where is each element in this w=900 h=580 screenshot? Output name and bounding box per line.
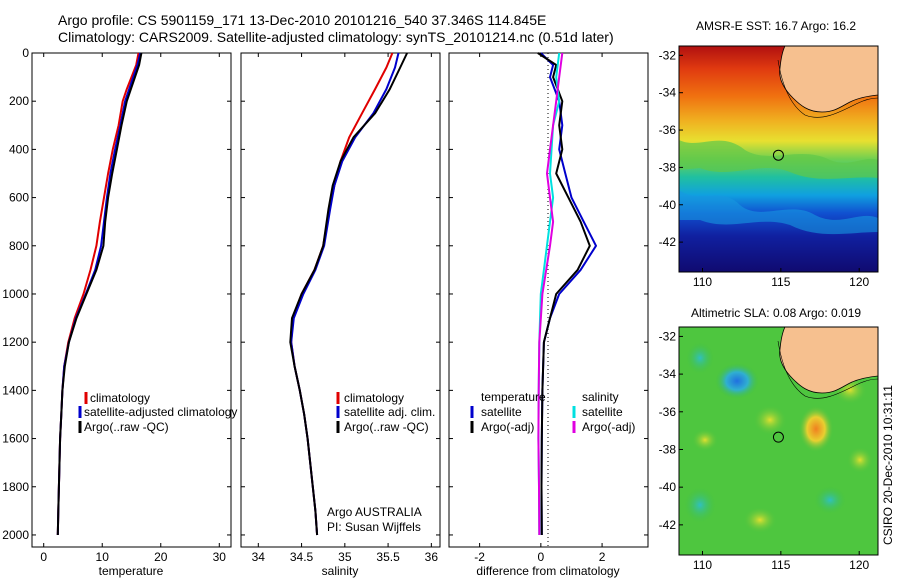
credit-label: CSIRO 20-Dec-2010 10:31:11: [881, 385, 895, 545]
y-tick-label: 2000: [2, 528, 29, 542]
temperature-axes: 0 10 20 30 0 200 400 600 800 1000 1200 1400 1600 1800…: [2, 46, 231, 564]
legend-title-temperature: temperature: [481, 390, 546, 404]
salinity-xlabel: salinity: [322, 564, 359, 578]
legend-title-salinity: salinity: [582, 390, 619, 404]
legend-label-climatology: climatology: [344, 391, 404, 405]
temperature-series: [56, 52, 143, 536]
legend-label-temp-argo: Argo(-adj): [481, 420, 534, 434]
y-tick-label: -36: [659, 123, 677, 137]
legend-label-argo: Argo(..raw -QC): [84, 420, 169, 434]
x-tick-label: 115: [771, 558, 790, 572]
salinity-legend: climatology satellite adj. clim. Argo(..…: [336, 391, 435, 434]
series-line-temperature-argo-adj-: [537, 52, 591, 536]
legend-label-argo: Argo(..raw -QC): [344, 420, 429, 434]
difference-axes: -2 0 2: [449, 52, 648, 564]
temperature-panel: [31, 52, 232, 548]
difference-xlabel: difference from climatology: [476, 564, 619, 578]
y-tick-label: -40: [659, 480, 677, 494]
pi-label: PI: Susan Wijffels: [327, 520, 421, 534]
x-tick-label: 115: [771, 275, 790, 289]
y-tick-label: 600: [9, 191, 29, 205]
sla-land-mass: [779, 327, 878, 394]
header-line-2: Climatology: CARS2009. Satellite-adjuste…: [58, 29, 614, 45]
x-tick-label: 10: [96, 550, 110, 564]
y-tick-label: 1400: [2, 383, 29, 397]
header-line-1: Argo profile: CS 5901159_171 13-Dec-2010…: [58, 12, 546, 28]
legend-label-temp-satellite: satellite: [481, 405, 522, 419]
x-tick-label: 34.5: [290, 550, 314, 564]
legend-label-satellite: satellite adj. clim.: [344, 405, 435, 419]
y-tick-label: 1200: [2, 335, 29, 349]
y-tick-label: -36: [659, 405, 677, 419]
y-tick-label: -32: [659, 48, 677, 62]
salinity-axes: 34 34.5 35 35.5 36: [241, 52, 440, 564]
sla-map-axes: 110 115 120 -32 -34 -36 -38 -40 -42: [659, 329, 870, 572]
x-tick-label: 120: [849, 558, 869, 572]
y-tick-label: 200: [9, 94, 29, 108]
difference-legend: temperature satellite Argo(-adj) salinit…: [470, 390, 635, 434]
x-tick-label: 35.5: [376, 550, 400, 564]
legend-label-climatology: climatology: [90, 391, 150, 405]
temperature-legend: climatology satellite-adjusted climatolo…: [78, 391, 237, 434]
legend-label-sal-satellite: satellite: [582, 405, 623, 419]
y-tick-label: -34: [659, 367, 677, 381]
salinity-panel: [240, 52, 441, 548]
y-tick-label: 1600: [2, 432, 29, 446]
sla-map-frame: [678, 326, 879, 556]
argo-australia-label: Argo AUSTRALIA: [327, 505, 422, 519]
argo-float-marker: [772, 149, 784, 161]
legend-label-sal-argo: Argo(-adj): [582, 420, 635, 434]
y-tick-label: 0: [22, 46, 29, 60]
y-tick-label: -38: [659, 442, 677, 456]
sst-map-title: AMSR-E SST: 16.7 Argo: 16.2: [696, 19, 856, 33]
legend-label-satellite: satellite-adjusted climatology: [84, 405, 237, 419]
temperature-xlabel: temperature: [99, 564, 164, 578]
sla-map-title: Altimetric SLA: 0.08 Argo: 0.019: [691, 306, 861, 320]
y-tick-label: -40: [659, 198, 677, 212]
y-tick-label: -34: [659, 86, 677, 100]
y-tick-label: 1000: [2, 287, 29, 301]
x-tick-label: 2: [599, 550, 606, 564]
x-tick-label: 120: [849, 275, 869, 289]
sst-land-mass: [779, 46, 878, 113]
argo-float-marker: [772, 431, 784, 443]
y-tick-label: 400: [9, 142, 29, 156]
sst-map-frame: [678, 45, 879, 273]
series-line-salinity-argo-adj-: [537, 52, 564, 536]
x-tick-label: 110: [693, 275, 712, 289]
salinity-series: [289, 52, 409, 536]
x-tick-label: 36: [425, 550, 439, 564]
difference-panel: [448, 52, 649, 548]
x-tick-label: -2: [474, 550, 485, 564]
y-tick-label: -38: [659, 160, 677, 174]
y-tick-label: 1800: [2, 480, 29, 494]
x-tick-label: 35: [338, 550, 352, 564]
x-tick-label: 110: [693, 558, 712, 572]
y-tick-label: -32: [659, 329, 677, 343]
sst-map-field: [679, 46, 878, 272]
sla-map-field: [679, 327, 878, 555]
y-tick-label: -42: [659, 518, 677, 532]
y-tick-label: 800: [9, 239, 29, 253]
sst-map-axes: 110 115 120 -32 -34 -36 -38 -40 -42: [659, 48, 870, 289]
x-tick-label: 34: [252, 550, 266, 564]
x-tick-label: 20: [154, 550, 168, 564]
x-tick-label: 30: [213, 550, 227, 564]
series-line-argo-raw-qc-: [56, 52, 143, 536]
series-line-argo-raw-qc-: [289, 52, 409, 536]
x-tick-label: 0: [538, 550, 545, 564]
x-tick-label: 0: [40, 550, 47, 564]
y-tick-label: -42: [659, 235, 677, 249]
difference-series: [537, 52, 597, 536]
